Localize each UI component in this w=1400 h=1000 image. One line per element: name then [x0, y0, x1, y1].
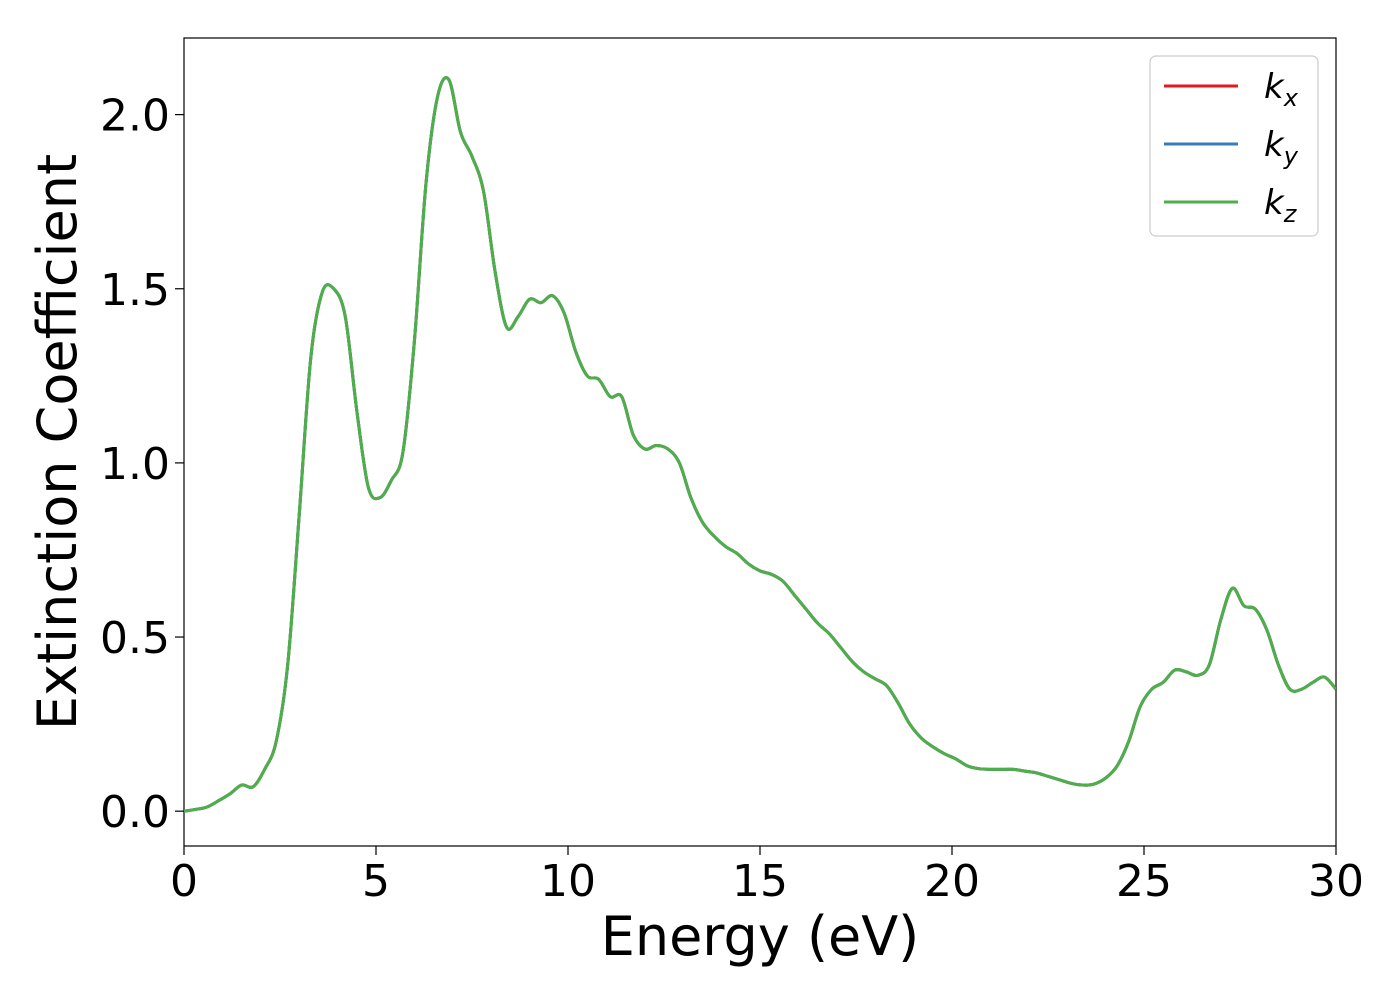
- legend-label-base: k: [1264, 183, 1285, 223]
- legend-label-kx: kx: [1264, 67, 1299, 112]
- y-tick-label: 0.0: [100, 787, 170, 838]
- legend-label-ky: ky: [1264, 125, 1299, 170]
- x-tick-label: 30: [1308, 856, 1364, 907]
- y-tick-label: 1.5: [100, 265, 170, 316]
- y-tick-label: 1.0: [100, 439, 170, 490]
- x-tick-label: 15: [732, 856, 788, 907]
- legend-label-base: k: [1264, 125, 1285, 165]
- x-tick-label: 0: [170, 856, 198, 907]
- legend-label-base: k: [1264, 67, 1285, 107]
- x-axis-label: Energy (eV): [601, 905, 920, 968]
- x-tick-label: 25: [1116, 856, 1172, 907]
- legend-box: [1149, 55, 1319, 237]
- x-tick-label: 20: [924, 856, 980, 907]
- legend-label-subscript: x: [1283, 84, 1299, 112]
- x-tick-label: 10: [540, 856, 596, 907]
- x-axis: 0 5 10 15 20 25 30: [170, 846, 1364, 907]
- y-tick-label: 0.5: [100, 613, 170, 664]
- y-tick-label: 2.0: [100, 91, 170, 142]
- legend-label-subscript: z: [1283, 200, 1298, 228]
- series-group: [184, 76, 1336, 813]
- x-tick-label: 5: [362, 856, 390, 907]
- legend-label-subscript: y: [1283, 142, 1299, 170]
- y-axis-label: Extinction Coefficient: [26, 154, 89, 730]
- series-line-kz: [184, 76, 1336, 813]
- legend-label-kz: kz: [1264, 183, 1298, 228]
- y-axis: 0.0 0.5 1.0 1.5 2.0: [100, 91, 184, 838]
